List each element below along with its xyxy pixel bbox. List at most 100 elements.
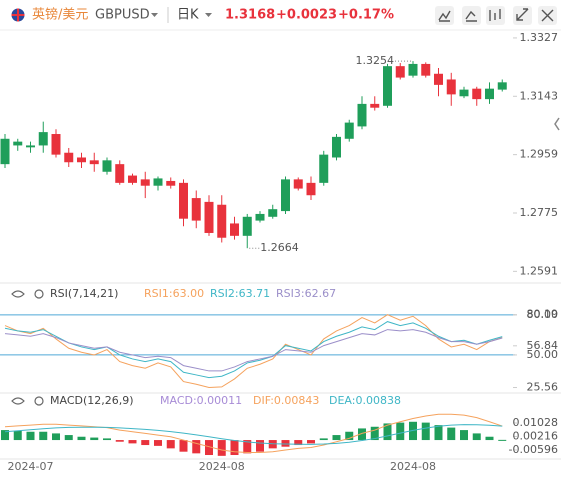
histogram-bar: [307, 440, 315, 444]
period[interactable]: 日K: [177, 8, 199, 23]
icon: [541, 9, 554, 22]
candle-body: [230, 223, 239, 236]
candle-body: [268, 209, 278, 217]
low-annotation: 1.2664: [260, 241, 299, 254]
dropdown-caret[interactable]: [205, 13, 212, 17]
histogram-bar: [256, 440, 264, 452]
histogram-bar: [64, 435, 73, 441]
indicator-title: MACD(12,26,9): [50, 394, 134, 407]
candle-body: [306, 182, 316, 196]
candle-body: [370, 103, 380, 108]
histogram-bar: [396, 422, 405, 441]
tool-button[interactable]: [462, 6, 481, 25]
histogram-bar: [230, 440, 239, 456]
y-tick-label: 1.3143: [520, 89, 559, 102]
histogram-bar: [332, 435, 341, 441]
price: 1.3168: [225, 8, 275, 23]
histogram-bar: [115, 440, 124, 442]
candle-body: [13, 141, 23, 146]
candle-body: [128, 175, 137, 183]
collapse-arrow[interactable]: [554, 117, 560, 131]
candle-body: [26, 145, 35, 148]
gear-icon[interactable]: [34, 396, 44, 406]
histogram-bar: [447, 427, 456, 441]
candle-body: [344, 122, 354, 139]
histogram-bar: [26, 431, 35, 441]
candle-body: [166, 180, 176, 186]
candle-body: [77, 157, 86, 163]
eye-icon[interactable]: [11, 290, 25, 298]
histogram-bar: [166, 440, 175, 449]
y-tick-label: 50.00: [527, 348, 559, 361]
candle-body: [446, 79, 456, 95]
y-tick-label: 80.19: [527, 308, 559, 321]
candle-body: [395, 66, 405, 78]
candle-body: [89, 160, 99, 165]
indicator-line: [4, 321, 503, 379]
histogram-bar: [1, 430, 9, 441]
candle-body: [293, 179, 303, 189]
y-tick-label: 1.2591: [520, 264, 559, 277]
candle-body: [115, 164, 125, 183]
histogram-bar: [358, 428, 366, 441]
candle-body: [191, 198, 201, 221]
legend-entry: DEA:0.00838: [329, 394, 401, 407]
eye-icon[interactable]: [11, 397, 25, 405]
tool-button[interactable]: [513, 6, 532, 25]
histogram-bar: [205, 440, 213, 456]
y-tick-label: 1.2775: [520, 206, 559, 219]
legend-entry: DIF:0.00843: [253, 394, 319, 407]
histogram-bar: [383, 423, 392, 441]
candle-body: [140, 179, 150, 186]
gear-icon[interactable]: [34, 289, 44, 299]
candle-body: [383, 66, 392, 106]
candle-body: [408, 63, 418, 76]
histogram-bar: [345, 431, 354, 441]
histogram-bar: [421, 422, 430, 441]
x-tick-label: 2024-08: [390, 460, 436, 473]
candle-body: [242, 216, 252, 236]
histogram-bar: [243, 440, 252, 454]
icon: [489, 9, 501, 21]
candle-body: [255, 213, 265, 221]
indicator-line: [4, 329, 503, 372]
legend-entry: MACD:0.00011: [160, 394, 242, 407]
candle-body: [102, 160, 112, 172]
y-tick-label: 56.84: [527, 339, 559, 352]
candle-body: [51, 134, 61, 155]
histogram-bar: [39, 431, 48, 441]
symbol[interactable]: GBPUSD: [95, 8, 150, 23]
legend-entry: RSI1:63.00: [144, 287, 204, 300]
icon: [438, 10, 451, 22]
candle-body: [472, 88, 482, 100]
histogram-bar: [319, 438, 328, 441]
candle-body: [332, 136, 341, 158]
y-tick-label: 1.2959: [520, 148, 559, 161]
histogram-bar: [154, 440, 162, 446]
histogram-bar: [192, 440, 201, 454]
indicator-title: RSI(7,14,21): [50, 287, 118, 300]
candle-body: [434, 73, 443, 85]
toolbar-icons: [438, 8, 554, 22]
legend-entry: RSI3:62.67: [276, 287, 336, 300]
pair-name[interactable]: 英镑/美元: [32, 7, 88, 23]
histogram-bar: [498, 439, 507, 441]
histogram-bar: [52, 433, 60, 441]
change: +0.0023: [276, 8, 337, 23]
histogram-bar: [434, 425, 443, 441]
candle-body: [357, 103, 367, 127]
candle-body: [0, 138, 10, 165]
histogram-bar: [13, 430, 22, 441]
dropdown-caret[interactable]: [151, 13, 158, 17]
candle-body: [497, 82, 507, 90]
x-tick-label: 2024-08: [199, 460, 245, 473]
icon: [516, 8, 529, 21]
candle-body: [64, 152, 74, 163]
toolbar: [435, 6, 557, 25]
histogram-bar: [281, 440, 290, 447]
legend-entry: RSI2:63.71: [210, 287, 270, 300]
histogram-bar: [103, 438, 111, 441]
candle-body: [217, 204, 227, 238]
y-tick-label: 0.00216: [513, 429, 559, 442]
